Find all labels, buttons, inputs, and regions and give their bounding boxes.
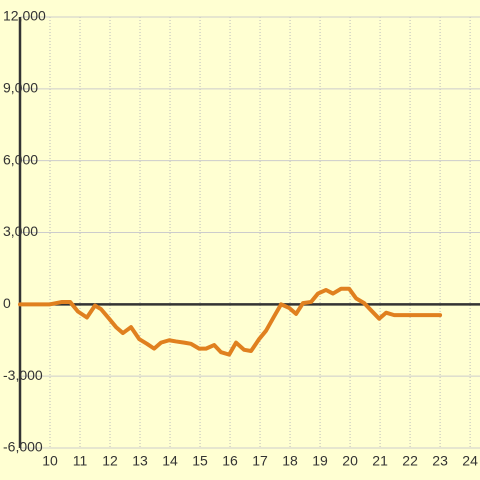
x-tick-label: 12 bbox=[102, 453, 118, 469]
y-tick-label: -6,000 bbox=[3, 439, 43, 455]
x-tick-label: 10 bbox=[42, 453, 58, 469]
line bbox=[18, 286, 443, 357]
y-tick-label: 0 bbox=[3, 295, 11, 311]
x-tick-label: 18 bbox=[282, 453, 298, 469]
x-tick-label: 15 bbox=[192, 453, 208, 469]
y-tick-label: 12,000 bbox=[3, 8, 46, 24]
x-tick-label: 23 bbox=[432, 453, 448, 469]
y-tick-label: -3,000 bbox=[3, 367, 43, 383]
x-tick-label: 17 bbox=[252, 453, 268, 469]
x-tick-label: 21 bbox=[372, 453, 388, 469]
x-tick-label: 13 bbox=[132, 453, 148, 469]
x-tick-label: 19 bbox=[312, 453, 328, 469]
x-tick-label: 20 bbox=[342, 453, 358, 469]
x-tick-label: 11 bbox=[73, 453, 88, 469]
x-tick-label: 14 bbox=[162, 453, 178, 469]
x-tick-label: 16 bbox=[222, 453, 238, 469]
x-tick-label: 22 bbox=[402, 453, 418, 469]
x-tick-label: 24 bbox=[462, 453, 478, 469]
